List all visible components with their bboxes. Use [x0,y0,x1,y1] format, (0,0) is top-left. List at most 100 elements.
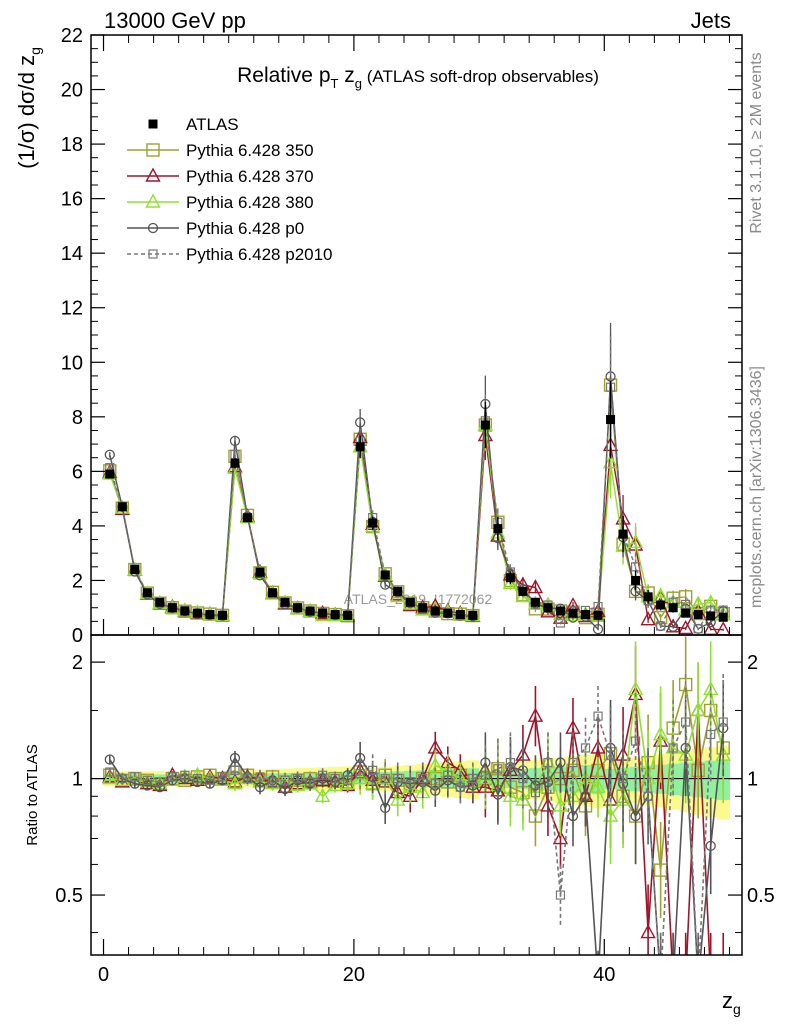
ratio-point-p380 [390,791,406,806]
ratio-tick-label: 2 [72,652,83,674]
atlas-point [368,518,378,528]
ratio-point-p2010 [230,765,240,775]
ratio-axis-label: Ratio to ATLAS [24,744,41,845]
y-tick-label: 6 [72,461,83,483]
ratio-point-p380 [102,770,118,785]
ratio-point-p2010 [155,777,165,787]
title-mid: z [338,64,354,87]
legend-marker-atlas [148,119,158,129]
atlas-point [330,610,340,620]
ratio-tick-label-right: 0.5 [747,885,775,907]
atlas-point [280,597,290,607]
atlas-point [581,610,591,620]
ratio-point-p2010 [668,743,678,753]
ratio-point-p0 [367,771,378,783]
ratio-point-p2010 [393,773,403,784]
ratio-point-p2010 [657,977,665,985]
ratio-point-p2010 [618,773,628,784]
ratio-tick-label: 1 [72,769,83,791]
point-p0 [104,449,115,460]
atlas-point [130,565,140,575]
atlas-point [468,610,478,620]
ratio-point-p0 [142,780,153,791]
ratio-point-p2010 [580,743,591,753]
title-suffix: (ATLAS soft-drop observables) [362,67,599,86]
title-sub2: g [355,76,362,91]
atlas-point [167,603,177,613]
legend-label-p350: Pythia 6.428 350 [186,141,314,160]
legend-marker-p2010 [148,249,158,259]
atlas-point [255,567,265,577]
point-p380 [602,454,619,469]
legend-label-p2010: Pythia 6.428 p2010 [186,245,333,264]
y-tick-label: 2 [72,570,83,592]
ratio-line-p0 [109,728,725,955]
ratio-point-p380 [652,726,669,741]
ratio-point-p0 [229,752,241,764]
ratio-point-p2010 [343,775,353,785]
ratio-point-p370 [717,974,730,986]
ratio-point-p380 [314,787,331,802]
ratio-point-p2010 [267,777,278,787]
analysis-watermark: ATLAS_2019_I1772062 [344,591,493,607]
point-p380 [690,595,706,611]
atlas-point [355,442,365,452]
y-tick-label: 22 [61,25,83,47]
atlas-point [230,458,240,468]
ratio-point-p0 [129,778,140,789]
atlas-point [180,606,190,616]
point-p350 [653,610,668,625]
atlas-point [393,586,403,596]
ratio-point-p0 [580,791,591,802]
ratio-point-p0 [104,754,115,765]
ratio-point-p2010 [568,757,578,768]
y-tick-label: 16 [61,189,83,211]
atlas-point [105,469,115,479]
ratio-line-p2010 [109,713,724,955]
ratio-point-p380 [690,701,706,717]
y-tick-label: 8 [72,407,83,429]
atlas-point [142,588,152,598]
y-axis-label: (1/σ) dσ/d zg [14,47,43,169]
atlas-point [305,606,315,616]
legend-marker-p350 [146,143,160,157]
ratio-point-p2010 [418,773,428,784]
legend-label-p0: Pythia 6.428 p0 [186,219,304,238]
ratio-point-p2010 [318,770,328,780]
x-axis-label-sub: g [733,1001,741,1017]
ratio-tick-label: 0.5 [55,885,83,907]
ratio-point-p0 [467,780,478,791]
ratio-point-p0 [430,785,441,796]
y-tick-label: 20 [61,80,83,102]
ratio-point-p380 [289,776,306,792]
ratio-point-p2010 [468,773,478,784]
atlas-point [656,600,666,610]
atlas-point [668,603,678,613]
atlas-point [493,524,503,534]
ratio-point-p380 [227,775,243,790]
ratio-point-p2010 [355,769,365,779]
ratio-point-p2010 [105,767,115,777]
point-p0 [380,579,391,590]
ratio-point-p2010 [430,779,440,789]
ratio-point-p2010 [681,717,691,727]
ratio-point-p2010 [518,773,528,784]
legend-label-p370: Pythia 6.428 370 [186,167,314,186]
point-p2010 [593,601,603,612]
point-p2010 [555,618,566,628]
atlas-point [155,597,165,607]
atlas-point [405,597,415,607]
ratio-line-p370 [109,694,711,955]
main-plot-clip [102,322,731,635]
point-p2010 [693,624,703,634]
ratio-plot-area [91,636,742,986]
ratio-point-p2010 [706,729,716,740]
x-tick-label: 0 [98,964,109,986]
ratio-point-p2010 [493,764,503,774]
ratio-point-p370 [679,974,692,986]
legend-marker-p0 [147,222,159,234]
point-p0 [592,623,604,635]
ratio-point-p2010 [180,770,190,780]
ratio-point-p0 [694,976,703,985]
